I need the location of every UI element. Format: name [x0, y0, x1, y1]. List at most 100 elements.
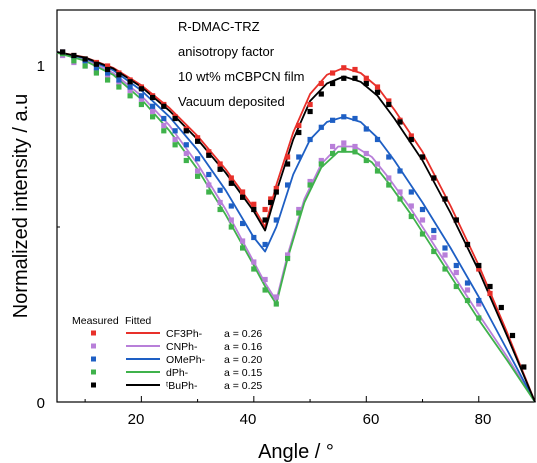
data-point-series-4 — [93, 61, 99, 67]
data-point-series-4 — [487, 283, 493, 290]
data-point-series-2 — [183, 142, 189, 148]
data-point-series-2 — [318, 124, 324, 130]
data-point-series-2 — [442, 245, 448, 251]
data-point-series-1 — [374, 161, 381, 167]
data-point-series-4 — [262, 217, 268, 223]
data-point-series-3 — [285, 255, 291, 262]
data-point-series-2 — [273, 217, 279, 223]
data-point-series-4 — [431, 175, 437, 181]
data-point-series-0 — [273, 185, 279, 192]
data-point-series-3 — [206, 189, 212, 195]
legend-marker-1 — [91, 343, 96, 349]
data-point-series-0 — [352, 66, 358, 73]
data-point-series-3 — [464, 297, 471, 304]
data-point-series-1 — [183, 150, 189, 157]
data-point-series-4 — [268, 199, 274, 206]
data-point-series-3 — [93, 70, 99, 76]
data-point-series-3 — [273, 301, 279, 307]
data-point-series-1 — [363, 150, 369, 157]
data-point-series-3 — [161, 128, 167, 134]
data-point-series-2 — [419, 206, 426, 213]
data-point-series-0 — [318, 80, 324, 87]
data-point-series-1 — [442, 252, 448, 258]
data-point-series-4 — [195, 138, 201, 144]
data-point-series-2 — [150, 103, 156, 109]
data-point-series-1 — [217, 199, 223, 206]
data-point-series-1 — [251, 259, 257, 265]
data-point-series-4 — [464, 241, 471, 248]
data-point-series-4 — [330, 80, 336, 87]
data-point-series-3 — [183, 157, 189, 164]
data-point-series-2 — [116, 77, 122, 83]
data-point-series-2 — [330, 117, 336, 123]
data-point-series-0 — [374, 84, 381, 90]
data-point-series-4 — [127, 79, 133, 85]
data-point-series-0 — [217, 161, 223, 167]
annotation-line-4: Vacuum deposited — [178, 94, 285, 109]
data-point-series-3 — [408, 213, 414, 220]
data-point-series-4 — [296, 129, 302, 136]
data-point-series-1 — [352, 143, 358, 150]
legend-anisotropy-2: a = 0.20 — [224, 354, 262, 366]
data-point-series-3 — [431, 248, 437, 255]
legend-label-1: CNPh- — [166, 341, 198, 353]
data-point-series-3 — [251, 266, 257, 272]
data-point-series-2 — [93, 65, 99, 71]
data-point-series-4 — [363, 80, 369, 87]
data-point-series-1 — [476, 301, 482, 307]
x-tick-label-80: 80 — [475, 411, 492, 428]
data-point-series-2 — [397, 168, 403, 174]
data-point-series-1 — [307, 178, 313, 185]
data-point-series-4 — [138, 86, 144, 92]
data-point-series-2 — [453, 262, 459, 269]
data-point-series-3 — [71, 58, 77, 64]
data-point-series-2 — [240, 220, 246, 227]
data-point-series-3 — [82, 63, 88, 69]
data-point-series-1 — [127, 87, 133, 94]
data-point-series-4 — [273, 189, 279, 195]
y-tick-label-0: 0 — [37, 395, 45, 412]
data-point-series-4 — [183, 128, 189, 134]
data-point-series-2 — [307, 136, 313, 143]
data-point-series-4 — [374, 89, 381, 95]
data-point-series-0 — [487, 290, 493, 297]
data-point-series-0 — [240, 189, 246, 195]
data-point-series-4 — [217, 166, 223, 172]
data-point-series-0 — [228, 175, 234, 181]
data-point-series-4 — [476, 262, 482, 269]
data-point-series-3 — [419, 231, 426, 237]
data-point-series-0 — [206, 149, 212, 155]
data-point-series-0 — [251, 201, 257, 207]
fitted-curve-4 — [56, 51, 536, 403]
data-point-series-0 — [307, 101, 313, 108]
data-point-series-2 — [285, 182, 291, 188]
data-point-series-3 — [318, 161, 324, 167]
x-tick-label-20: 20 — [128, 411, 145, 428]
legend-marker-2 — [91, 356, 96, 362]
data-point-series-2 — [228, 203, 234, 209]
data-point-series-4 — [521, 364, 527, 370]
data-point-series-1 — [397, 189, 403, 195]
data-point-series-1 — [240, 238, 246, 244]
data-point-series-4 — [307, 108, 313, 115]
data-point-series-4 — [453, 217, 459, 223]
legend-header-measured: Measured — [72, 315, 119, 327]
data-point-series-3 — [341, 147, 347, 153]
annotation-line-2: anisotropy factor — [178, 44, 275, 59]
data-point-series-1 — [116, 80, 122, 87]
data-point-series-1 — [195, 168, 201, 174]
data-point-series-4 — [509, 332, 516, 339]
fitted-curve-3 — [56, 51, 536, 403]
data-point-series-0 — [195, 135, 201, 141]
data-point-series-0 — [330, 70, 336, 76]
legend-label-2: OMePh- — [166, 354, 206, 366]
data-point-series-4 — [386, 101, 392, 108]
legend-marker-3 — [91, 369, 96, 375]
legend-marker-4 — [91, 382, 96, 388]
legend-label-3: dPh- — [166, 367, 189, 379]
y-tick-label-1: 1 — [37, 58, 45, 75]
data-point-series-0 — [285, 154, 291, 160]
data-point-series-2 — [363, 126, 369, 132]
data-point-series-1 — [138, 96, 144, 102]
legend-header-fitted: Fitted — [125, 315, 151, 327]
